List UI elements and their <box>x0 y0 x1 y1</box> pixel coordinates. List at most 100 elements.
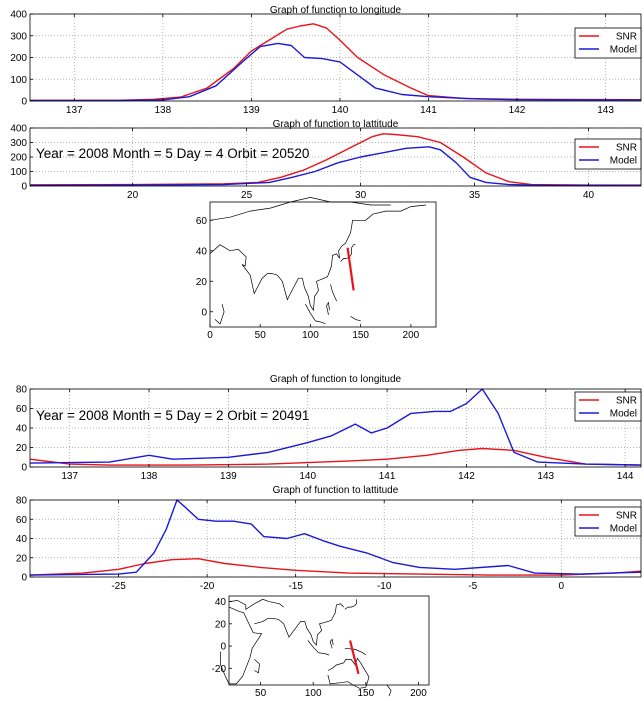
coastline <box>344 647 367 656</box>
coastline <box>344 599 357 610</box>
x-tick-label: 25 <box>241 190 253 201</box>
legend-label: SNR <box>616 396 637 407</box>
map-frame <box>228 595 430 686</box>
x-tick-label: 142 <box>458 471 475 482</box>
chart-title: Graph of function to lattitude <box>273 485 399 496</box>
y-tick-label: 0 <box>21 573 27 584</box>
x-tick-label: 140 <box>299 471 316 482</box>
y-tick-label: 80 <box>16 385 28 396</box>
x-tick-label: 143 <box>537 471 554 482</box>
coastline <box>330 284 337 302</box>
x-tick-label: 138 <box>141 471 158 482</box>
series-line-model <box>29 388 642 466</box>
series-line-snr <box>30 23 642 101</box>
inset-map-1: 0 50 100 150 200 0 20 40 60 <box>196 197 437 341</box>
x-tick-label: -25 <box>111 581 126 592</box>
x-tick-label: 141 <box>379 471 396 482</box>
series-line-model <box>30 42 642 102</box>
x-tick-label: 100 <box>305 688 322 699</box>
coastline <box>305 303 326 325</box>
x-tick-label: 20 <box>127 190 139 201</box>
chart-panel-4: Graph of function to lattitude -25 -20 -15 -… <box>16 485 642 592</box>
x-tick-label: 142 <box>509 105 526 116</box>
legend-label: Model <box>610 156 637 167</box>
orbit-annotation: Year = 2008 Month = 5 Day = 4 Orbit = 20… <box>36 146 309 161</box>
coastline <box>329 638 334 649</box>
y-tick-label: 60 <box>196 216 208 227</box>
chart-panel-3: Graph of function to longitude 137 138 139 1… <box>16 374 642 482</box>
chart-title: Graph of function to lattitude <box>273 119 399 130</box>
x-tick-label: 0 <box>207 330 213 341</box>
y-tick-label: 200 <box>10 153 27 164</box>
legend-box <box>574 27 642 59</box>
x-tick-label: 200 <box>403 330 420 341</box>
chart-title: Graph of function to longitude <box>270 374 402 385</box>
y-tick-label: 20 <box>196 277 208 288</box>
y-tick-label: 60 <box>16 404 28 415</box>
x-tick-label: 139 <box>220 471 237 482</box>
y-tick-label: 40 <box>16 424 28 435</box>
coastline <box>209 204 427 312</box>
x-tick-label: 139 <box>243 105 260 116</box>
y-tick-label: 100 <box>10 75 27 86</box>
y-tick-label: 40 <box>215 597 227 608</box>
legend-label: Model <box>610 45 637 56</box>
coastline <box>214 304 225 325</box>
legend: SNR Model <box>574 27 642 59</box>
y-tick-label: 20 <box>16 443 28 454</box>
legend: SNR Model <box>574 138 642 170</box>
x-tick-label: 143 <box>597 105 614 116</box>
chart-panel-1: Graph of function to longitude 137 138 139 1… <box>10 5 642 116</box>
coastline <box>386 684 392 697</box>
coastline <box>254 659 260 674</box>
orbit-track <box>346 247 355 291</box>
y-tick-label: 60 <box>16 515 28 526</box>
legend-label: SNR <box>616 32 637 43</box>
x-tick-label: 50 <box>255 688 267 699</box>
x-tick-label: 141 <box>420 105 437 116</box>
x-tick-label: 150 <box>357 688 374 699</box>
x-tick-label: 40 <box>583 190 595 201</box>
y-tick-label: 0 <box>21 463 27 474</box>
series-line-model <box>29 146 642 187</box>
orbit-track <box>348 640 360 675</box>
y-tick-label: 400 <box>10 10 27 21</box>
x-tick-label: 200 <box>410 688 427 699</box>
coastline <box>340 244 356 262</box>
coastline <box>228 598 284 611</box>
x-tick-label: 0 <box>559 581 565 592</box>
y-tick-label: 100 <box>10 167 27 178</box>
x-tick-label: 100 <box>302 330 319 341</box>
y-tick-label: 400 <box>10 124 27 135</box>
y-tick-label: 40 <box>196 246 208 257</box>
y-tick-label: 300 <box>10 31 27 42</box>
x-tick-label: 35 <box>469 190 481 201</box>
legend: SNR Model <box>574 506 642 537</box>
y-tick-label: 0 <box>21 182 27 193</box>
y-tick-label: 300 <box>10 138 27 149</box>
x-tick-label: -5 <box>468 581 477 592</box>
y-tick-label: -20 <box>212 664 227 675</box>
series-line-snr <box>29 447 642 466</box>
series-line-model <box>29 499 642 576</box>
x-tick-label: 144 <box>617 471 634 482</box>
y-tick-label: 0 <box>220 642 226 653</box>
legend: SNR Model <box>574 391 642 422</box>
legend-label: Model <box>610 524 637 535</box>
x-tick-label: 137 <box>66 105 83 116</box>
coastline <box>326 301 330 315</box>
coastline <box>350 316 361 322</box>
x-tick-label: 50 <box>255 330 267 341</box>
orbit-annotation: Year = 2008 Month = 5 Day = 2 Orbit = 20… <box>36 408 309 423</box>
y-tick-label: 0 <box>201 307 207 318</box>
x-tick-label: -20 <box>200 581 215 592</box>
y-tick-label: 200 <box>10 53 27 64</box>
y-tick-label: 20 <box>16 553 28 564</box>
y-tick-label: 0 <box>21 97 27 108</box>
x-tick-label: -15 <box>288 581 303 592</box>
coastline <box>307 640 330 656</box>
y-tick-label: 80 <box>16 496 28 507</box>
legend-label: SNR <box>616 143 637 154</box>
y-tick-label: 40 <box>16 534 28 545</box>
